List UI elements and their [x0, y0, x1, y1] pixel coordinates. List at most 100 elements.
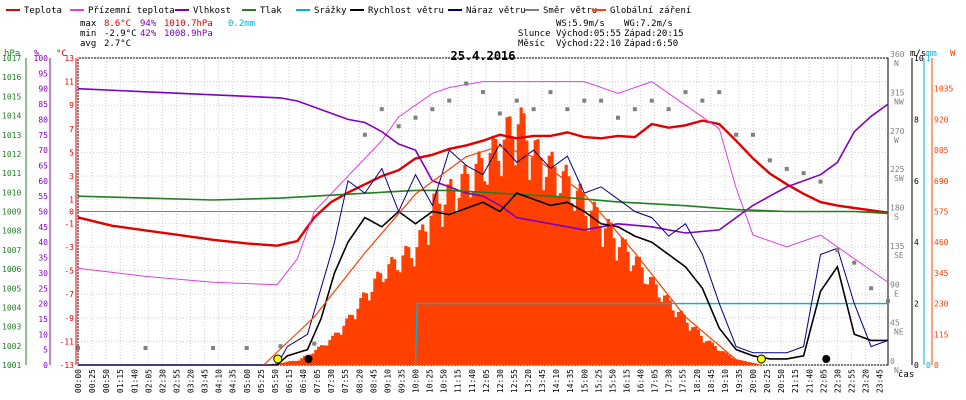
radiation-bar — [297, 360, 301, 365]
radiation-bar — [404, 245, 408, 365]
wind-speed-tick-label: 10 — [914, 54, 924, 63]
radiation-bar — [342, 325, 346, 365]
radiation-bar — [671, 310, 675, 365]
radiation-bar — [319, 345, 324, 365]
wind-direction-dot — [886, 299, 890, 304]
radiation-bar — [471, 191, 475, 365]
pressure-tick-label: 1012 — [2, 150, 21, 159]
radiation-bar — [457, 197, 461, 365]
x-tick-label: 07:30 — [327, 369, 336, 393]
radiation-bar — [350, 314, 355, 365]
x-tick-label: 23:45 — [876, 369, 885, 393]
radiation-bar — [477, 151, 481, 365]
x-tick-label: 07:05 — [313, 369, 322, 393]
radiation-bar — [286, 361, 290, 365]
radiation-bar — [353, 319, 357, 365]
radiation-bar — [291, 360, 295, 365]
wind-direction-dot — [447, 98, 452, 103]
x-tick-label: 07:55 — [341, 369, 350, 393]
pressure-tick-label: 1001 — [2, 361, 21, 370]
humidity-tick-label: 65 — [38, 161, 48, 170]
radiation-bar — [381, 282, 385, 365]
radiation-bar — [592, 201, 596, 365]
temperature-tick-label: 7 — [69, 125, 74, 134]
radiation-bar — [741, 361, 745, 365]
radiation-bar — [460, 173, 464, 365]
radiation-bar — [542, 190, 546, 365]
humidity-tick-label: 100 — [34, 54, 49, 63]
x-tick-label: 11:40 — [468, 369, 477, 393]
wind-direction-dot — [852, 260, 857, 265]
wind-direction-compass-label: S — [894, 213, 899, 222]
x-tick-label: 03:20 — [187, 369, 196, 393]
temperature-tick-label: -1 — [64, 219, 74, 228]
radiation-bar — [629, 271, 633, 365]
wind-direction-dot — [869, 286, 874, 291]
x-tick-label: 08:20 — [355, 369, 364, 393]
radiation-bar — [331, 335, 335, 365]
series-line-rychlost-v-tru — [78, 192, 888, 366]
legend-label: Tlak — [260, 6, 282, 16]
wind-direction-dot — [582, 98, 587, 103]
radiation-bar — [677, 311, 681, 365]
radiation-bar — [387, 264, 391, 365]
sunrise-marker — [273, 354, 283, 364]
x-tick-label: 12:30 — [496, 369, 505, 393]
wind-direction-dot — [379, 107, 384, 112]
humidity-tick-label: 10 — [38, 330, 48, 339]
x-tick-label: 19:35 — [735, 369, 744, 393]
radiation-bar — [345, 318, 349, 365]
legend-label: Směr větru — [543, 6, 597, 16]
stat-min-press: 1008.9hPa — [164, 29, 213, 39]
legend-item: Náraz větru — [448, 6, 526, 16]
radiation-bar — [283, 362, 287, 365]
wind-direction-tick-label: 225 — [890, 165, 905, 174]
radiation-bar — [435, 191, 439, 365]
sun-rise: Východ:05:55 — [556, 29, 621, 39]
series-line-teplota — [77, 119, 889, 247]
wind-direction-compass-label: NW — [894, 97, 904, 106]
radiation-bar — [274, 363, 279, 365]
radiation-bar — [730, 357, 734, 365]
radiation-tick-label: 920 — [934, 115, 949, 124]
wind-direction-dot — [312, 341, 317, 346]
radiation-bar — [587, 230, 591, 365]
radiation-bar — [654, 284, 658, 365]
x-tick-label: 05:00 — [243, 369, 252, 393]
x-tick-label: 18:45 — [707, 369, 716, 393]
legend-label: Vlhkost — [193, 6, 231, 16]
temperature-tick-label: 9 — [69, 101, 74, 110]
radiation-bar — [615, 260, 619, 365]
radiation-bar — [525, 140, 529, 365]
wind-speed-axis-unit: m/s — [910, 49, 926, 59]
x-tick-label: 02:55 — [172, 369, 181, 393]
radiation-bar — [311, 353, 315, 365]
wind-direction-dot — [211, 345, 215, 350]
humidity-tick-label: 75 — [38, 131, 48, 140]
radiation-bar — [412, 266, 416, 365]
radiation-bar — [685, 322, 689, 365]
radiation-bar — [679, 310, 684, 365]
wind-direction-compass-label: N — [894, 59, 899, 68]
radiation-bar — [648, 276, 653, 365]
radiation-bar — [390, 256, 394, 365]
wind-direction-dot — [734, 132, 739, 137]
wind-direction-dot — [666, 107, 671, 112]
radiation-bar — [449, 178, 453, 365]
x-tick-label: 21:40 — [805, 369, 814, 393]
temperature-tick-label: -13 — [60, 361, 75, 370]
radiation-bar — [573, 211, 577, 365]
wind-direction-compass-label: N — [894, 366, 899, 375]
x-tick-label: 17:55 — [679, 369, 688, 393]
x-tick-label: 06:15 — [285, 369, 294, 393]
humidity-axis-unit: % — [34, 49, 40, 59]
radiation-bar — [423, 231, 428, 365]
radiation-bar — [384, 278, 388, 365]
pressure-axis-unit: hPa — [4, 49, 20, 59]
x-tick-label: 12:05 — [482, 369, 491, 393]
x-tick-label: 21:15 — [791, 369, 800, 393]
radiation-bar — [522, 113, 526, 365]
radiation-bar — [362, 292, 366, 365]
humidity-tick-label: 90 — [38, 85, 48, 94]
radiation-bar — [626, 251, 630, 365]
